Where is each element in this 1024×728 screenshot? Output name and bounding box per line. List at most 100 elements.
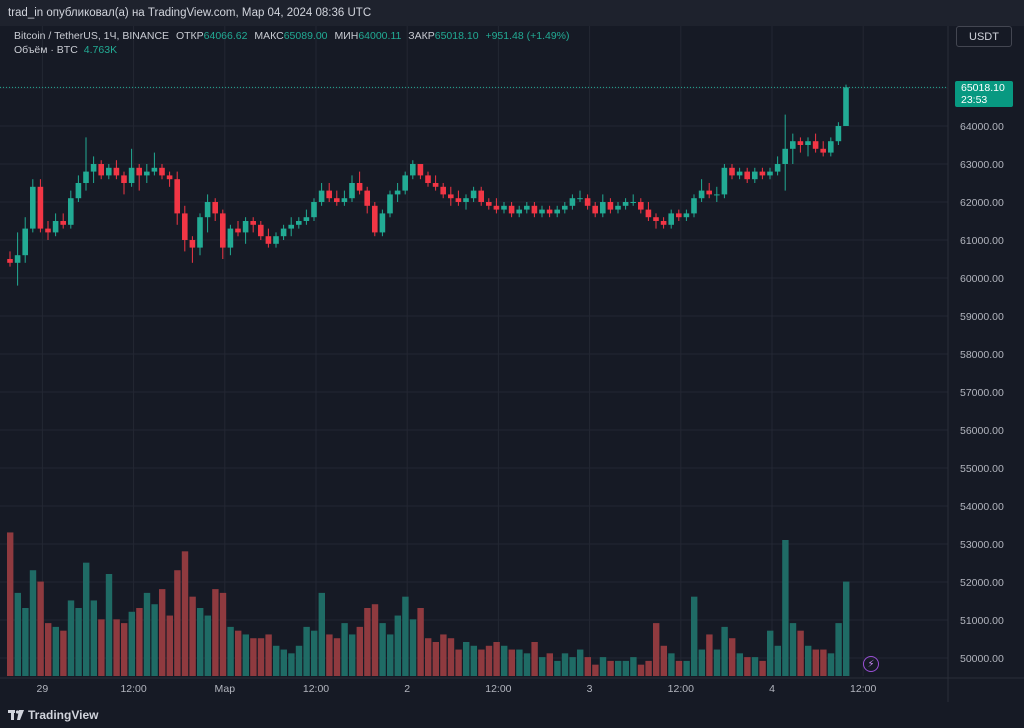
x-tick-label: 12:00 bbox=[668, 683, 694, 695]
volume-bar bbox=[181, 551, 189, 676]
candle-body bbox=[790, 141, 796, 149]
candle-body bbox=[706, 190, 712, 195]
x-tick-label: 3 bbox=[587, 683, 593, 695]
volume-bar bbox=[637, 664, 645, 676]
candle-body bbox=[463, 198, 469, 202]
publish-text: trad_in опубликовал(а) на TradingView.co… bbox=[8, 7, 372, 19]
volume-bar bbox=[622, 660, 629, 676]
volume-bar bbox=[835, 623, 842, 676]
symbol-label[interactable]: Bitcoin / TetherUS, 1Ч, BINANCE bbox=[14, 30, 170, 42]
x-tick-label: 12:00 bbox=[303, 683, 329, 695]
volume-bar bbox=[113, 619, 120, 676]
volume-bar bbox=[683, 660, 690, 676]
candle-body bbox=[318, 190, 325, 202]
volume-bar bbox=[318, 592, 325, 676]
candle-body bbox=[387, 194, 393, 214]
volume-bar bbox=[501, 645, 508, 676]
candle-body bbox=[258, 224, 264, 237]
x-tick-label: Мар bbox=[215, 683, 236, 695]
volume-bar bbox=[7, 532, 14, 676]
candle-body bbox=[379, 213, 386, 233]
volume-bar bbox=[174, 570, 181, 676]
y-tick-label: 51000.00 bbox=[960, 615, 1004, 627]
volume-bar bbox=[379, 623, 386, 676]
volume-bar bbox=[561, 653, 569, 676]
volume-bar bbox=[782, 540, 789, 676]
candle-body bbox=[402, 175, 408, 191]
volume-bar bbox=[333, 638, 341, 676]
candle-body bbox=[159, 167, 165, 176]
volume-bar bbox=[812, 649, 819, 676]
volume-bar bbox=[455, 649, 462, 676]
candle-body bbox=[508, 205, 515, 214]
volume-bar bbox=[235, 630, 242, 676]
volume-bar bbox=[371, 604, 379, 676]
high-value: 65089.00 bbox=[283, 30, 328, 42]
volume-bar bbox=[273, 645, 280, 676]
volume-bar bbox=[820, 649, 827, 676]
candle-body bbox=[524, 205, 530, 210]
candle-body bbox=[14, 255, 21, 263]
volume-bar bbox=[599, 657, 607, 676]
candle-body bbox=[759, 171, 766, 176]
candle-body bbox=[128, 167, 135, 183]
candle-body bbox=[356, 183, 363, 191]
candle-body bbox=[235, 228, 241, 233]
volume-bar bbox=[645, 660, 652, 676]
candle-body bbox=[288, 224, 294, 229]
candlestick-chart[interactable]: 50000.00 51000.00 52000.00 53000.00 54000.00… bbox=[0, 26, 1024, 702]
volume-bar bbox=[14, 592, 21, 676]
y-tick-label: 57000.00 bbox=[960, 387, 1004, 399]
volume-bar bbox=[250, 638, 257, 676]
low-label: МИН bbox=[334, 30, 359, 42]
y-tick-label: 59000.00 bbox=[960, 311, 1004, 323]
volume-bar bbox=[485, 645, 493, 676]
tradingview-logo-icon[interactable] bbox=[8, 710, 24, 720]
volume-bar bbox=[136, 608, 143, 676]
candle-body bbox=[220, 213, 226, 248]
y-tick-label: 54000.00 bbox=[960, 501, 1004, 513]
candle-body bbox=[478, 190, 484, 202]
volume-bar bbox=[767, 630, 774, 676]
low-value: 64000.11 bbox=[358, 30, 402, 42]
y-tick-label: 52000.00 bbox=[960, 577, 1004, 589]
candle-body bbox=[60, 221, 66, 225]
candle-body bbox=[607, 202, 614, 210]
candle-body bbox=[539, 209, 545, 214]
footer-brand[interactable]: TradingView bbox=[28, 708, 99, 722]
flash-icon[interactable]: ⚡ bbox=[863, 656, 879, 672]
volume-bar bbox=[759, 660, 766, 676]
y-tick-label: 60000.00 bbox=[960, 273, 1004, 285]
volume-bar bbox=[349, 634, 356, 676]
volume-bar bbox=[90, 600, 97, 676]
volume-bar bbox=[128, 611, 135, 676]
volume-bar bbox=[409, 619, 417, 676]
candle-body bbox=[531, 205, 538, 214]
currency-button[interactable]: USDT bbox=[956, 26, 1012, 47]
candle-body bbox=[151, 167, 158, 172]
volume-bar bbox=[569, 657, 576, 676]
candle-body bbox=[242, 221, 249, 233]
volume-bar bbox=[774, 645, 781, 676]
candle-body bbox=[144, 171, 150, 176]
volume-bar bbox=[288, 653, 295, 676]
candle-body bbox=[189, 240, 196, 248]
volume-bar bbox=[60, 630, 67, 676]
candle-body bbox=[296, 221, 302, 225]
chart-legend: Bitcoin / TetherUS, 1Ч, BINANCE ОТКР6406… bbox=[14, 29, 570, 57]
volume-bar bbox=[539, 657, 546, 676]
candle-body bbox=[600, 202, 606, 214]
volume-bar bbox=[668, 653, 675, 676]
candle-body bbox=[98, 164, 104, 176]
volume-bar bbox=[463, 642, 470, 676]
candle-body bbox=[501, 205, 507, 210]
candle-body bbox=[714, 194, 720, 196]
volume-label[interactable]: Объём · BTC bbox=[14, 44, 78, 56]
candle-body bbox=[364, 190, 370, 206]
candle-body bbox=[83, 171, 89, 183]
candle-body bbox=[843, 87, 849, 126]
y-tick-label: 50000.00 bbox=[960, 653, 1004, 665]
volume-bar bbox=[706, 634, 713, 676]
volume-bar bbox=[37, 581, 44, 676]
chart-area[interactable]: 50000.00 51000.00 52000.00 53000.00 54000.00… bbox=[0, 26, 1024, 702]
